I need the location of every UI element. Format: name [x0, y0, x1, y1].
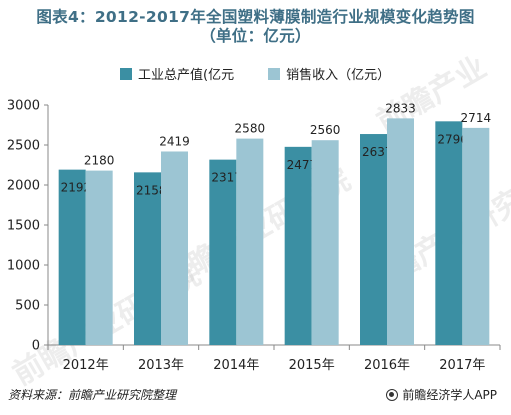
- bar: [209, 159, 237, 345]
- bar: [462, 127, 490, 345]
- bar: [435, 121, 463, 345]
- bar: [236, 138, 264, 345]
- bar: [161, 151, 188, 345]
- data-label: 2637: [362, 145, 393, 159]
- bar: [134, 172, 161, 345]
- legend-swatch-series-1: [120, 67, 132, 80]
- y-tick-label: 3000: [7, 99, 40, 114]
- brand-name: 前瞻经济学人APP: [402, 388, 497, 402]
- x-tick-label: 2013年: [138, 358, 184, 373]
- data-label: 2419: [159, 134, 190, 148]
- y-tick-label: 2000: [7, 179, 40, 194]
- y-tick-label: 500: [15, 299, 40, 314]
- x-tick-label: 2014年: [213, 358, 259, 373]
- legend-label-series-1: 工业总产值(亿元: [138, 68, 235, 83]
- legend-item-series-1: 工业总产值(亿元: [120, 64, 234, 83]
- brand-footer: 前瞻经济学人APP: [386, 386, 497, 403]
- x-tick-label: 2015年: [289, 358, 335, 373]
- data-label: 2158: [136, 183, 167, 197]
- legend-item-series-2: 销售收入（亿元）: [268, 64, 390, 83]
- x-tick-label: 2017年: [439, 358, 485, 373]
- data-label: 2192: [61, 181, 92, 195]
- legend-label-series-2: 销售收入（亿元）: [286, 68, 391, 83]
- chart-title: 图表4：2012-2017年全国塑料薄膜制造行业规模变化趋势图: [36, 8, 475, 26]
- y-tick-label: 1500: [7, 219, 40, 234]
- bar: [387, 118, 414, 345]
- source-note: 资料来源：前瞻产业研究院整理: [8, 388, 177, 402]
- x-tick-label: 2012年: [63, 358, 109, 373]
- bar: [85, 170, 113, 345]
- legend-swatch-series-2: [268, 67, 281, 80]
- x-tick-label: 2016年: [364, 358, 410, 373]
- data-label: 2714: [461, 111, 492, 125]
- chart-subtitle: （单位：亿元）: [200, 27, 311, 45]
- bar: [311, 140, 339, 345]
- data-label: 2833: [385, 101, 416, 115]
- legend: 工业总产值(亿元 销售收入（亿元）: [120, 64, 424, 83]
- data-label: 2477: [287, 158, 318, 172]
- y-tick-label: 2500: [7, 139, 40, 154]
- bar: [58, 169, 86, 345]
- brand-logo-icon: [386, 388, 399, 401]
- data-label: 2180: [84, 154, 115, 168]
- data-label: 2560: [310, 123, 341, 137]
- bar: [284, 146, 312, 345]
- data-label: 2580: [235, 122, 266, 136]
- y-tick-label: 1000: [7, 259, 40, 274]
- y-tick-label: 0: [32, 339, 40, 354]
- data-label: 2796: [437, 132, 468, 146]
- data-label: 2317: [211, 171, 242, 185]
- bar: [360, 134, 387, 345]
